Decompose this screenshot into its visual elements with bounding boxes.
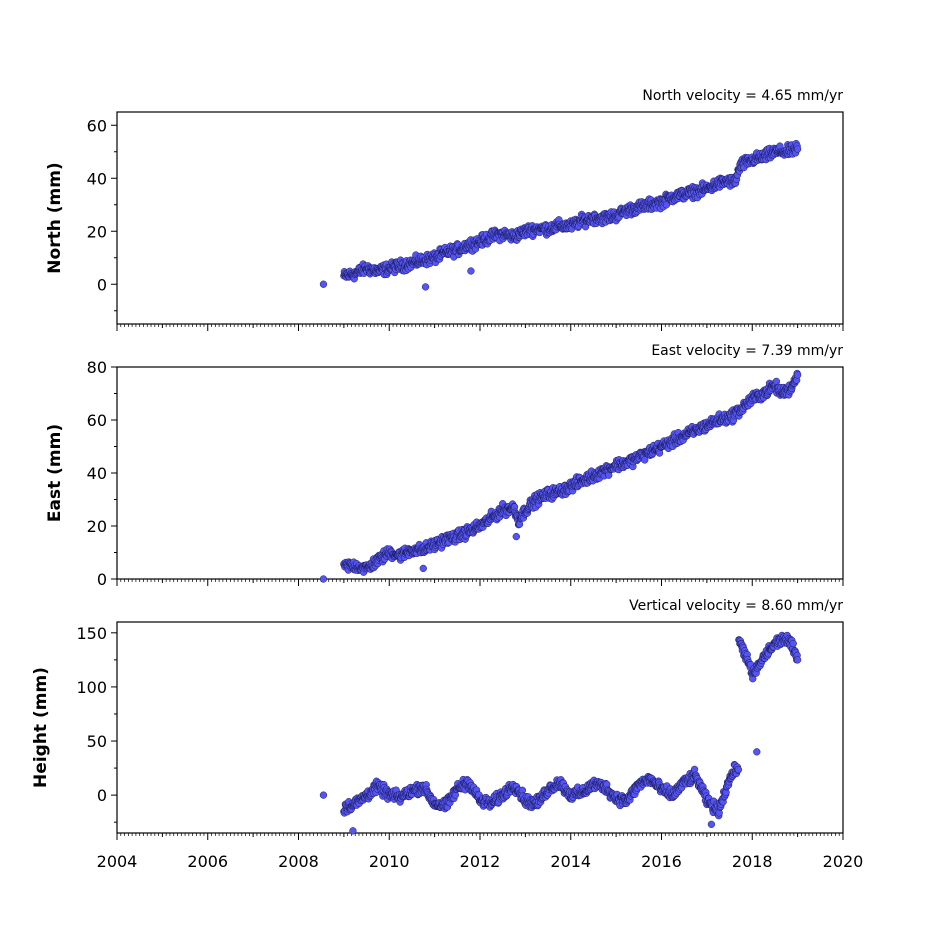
y-axis-label-north: North (mm) <box>45 162 65 273</box>
plot-frame-east <box>116 366 844 580</box>
data-point-height <box>603 780 611 788</box>
data-point-height <box>734 765 743 774</box>
data-point-north <box>662 201 671 209</box>
x-tick-label: 2006 <box>187 852 228 871</box>
y-axis-label-east: East (mm) <box>45 424 65 522</box>
x-tick-label: 2020 <box>823 852 864 871</box>
y-tick-label-north: 20 <box>87 222 107 241</box>
x-tick-label: 2004 <box>97 852 138 871</box>
data-point-east <box>319 575 328 583</box>
y-tick-label-north: 60 <box>87 116 107 135</box>
y-tick-label-east: 0 <box>97 570 107 589</box>
y-tick-label-east: 80 <box>87 358 107 377</box>
plot-frame-north <box>116 111 844 325</box>
y-tick-label-east: 40 <box>87 464 107 483</box>
data-point-outlier-east <box>512 532 520 541</box>
data-point-east <box>793 371 802 379</box>
velocity-annotation-height: Vertical velocity = 8.60 mm/yr <box>629 598 843 614</box>
x-tick-label: 2010 <box>369 852 410 871</box>
y-tick-label-height: 150 <box>76 624 107 643</box>
y-tick-label-north: 0 <box>97 275 107 294</box>
y-tick-label-height: 100 <box>76 678 107 697</box>
y-tick-label-east: 20 <box>87 517 107 536</box>
data-point-outlier-north <box>421 283 430 291</box>
data-point-height <box>319 791 328 799</box>
data-point-north <box>319 280 328 288</box>
y-tick-label-east: 60 <box>87 411 107 430</box>
data-point-height <box>789 639 797 648</box>
y-tick-label-height: 0 <box>97 786 107 805</box>
data-point-outlier-height <box>349 827 357 835</box>
data-point-outlier-height <box>707 820 716 828</box>
data-point-east <box>641 456 649 464</box>
x-tick-label: 2014 <box>550 852 591 871</box>
velocity-annotation-east: East velocity = 7.39 mm/yr <box>651 343 843 359</box>
data-point-outlier-height <box>753 748 761 756</box>
x-tick-label: 2012 <box>460 852 501 871</box>
data-point-outlier-north <box>467 267 475 275</box>
velocity-annotation-north: North velocity = 4.65 mm/yr <box>642 88 843 104</box>
x-tick-label: 2018 <box>732 852 773 871</box>
data-point-height <box>793 656 802 664</box>
y-tick-label-height: 50 <box>87 732 107 751</box>
x-tick-label: 2008 <box>278 852 319 871</box>
y-axis-label-height: Height (mm) <box>31 667 51 788</box>
y-tick-label-north: 40 <box>87 169 107 188</box>
x-tick-label: 2016 <box>641 852 682 871</box>
data-point-outlier-east <box>419 564 427 573</box>
data-point-height <box>690 765 699 774</box>
data-point-north <box>793 145 802 153</box>
